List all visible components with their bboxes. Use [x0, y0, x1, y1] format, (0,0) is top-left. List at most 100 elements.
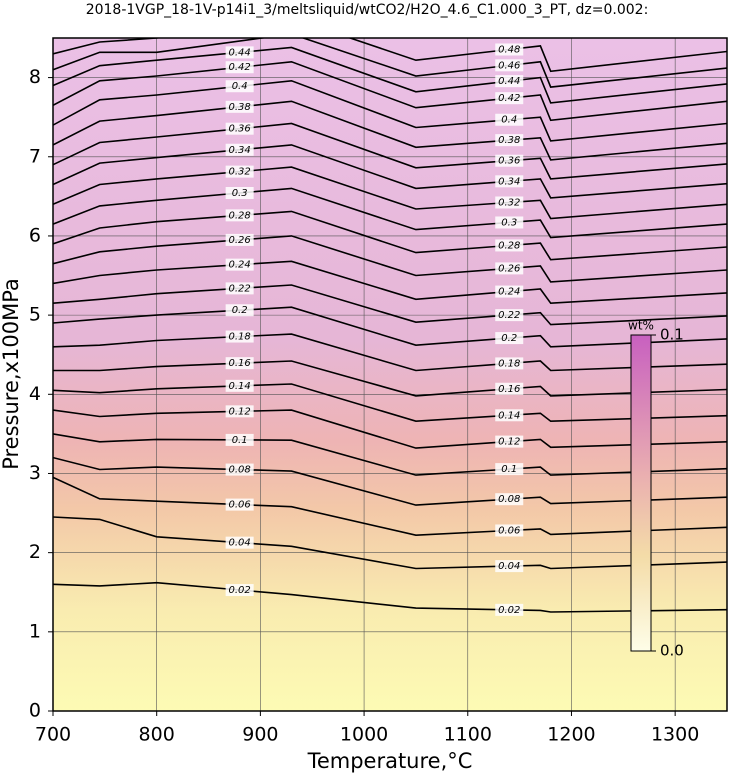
contour-label-text: 0.4	[501, 115, 517, 126]
contour-label-text: 0.02	[229, 585, 251, 596]
y-tick-label: 0	[29, 700, 41, 722]
contour-label: 0.36	[495, 154, 524, 167]
contour-label: 0.38	[225, 100, 254, 113]
contour-label: 0.06	[225, 498, 254, 511]
contour-label: 0.12	[495, 435, 524, 448]
y-tick-label: 5	[29, 304, 41, 326]
chart-title: 2018-1VGP_18-1V-p14i1_3/meltsliquid/wtCO…	[86, 2, 649, 18]
contour-label: 0.2	[495, 332, 524, 345]
contour-label-text: 0.44	[229, 47, 251, 58]
contour-label-text: 0.28	[498, 240, 520, 251]
contour-label-bg	[225, 61, 254, 74]
contour-label-text: 0.08	[498, 494, 520, 505]
y-tick-label: 4	[29, 383, 41, 405]
contour-label-text: 0.24	[229, 260, 251, 271]
contour-label-text: 0.06	[229, 500, 251, 511]
contour-label: 0.12	[225, 405, 254, 418]
contour-line	[53, 166, 727, 220]
contour-label-bg	[225, 498, 254, 511]
x-tick-label: 1000	[340, 724, 388, 746]
contour-label-text: 0.34	[229, 145, 251, 156]
y-tick-label: 1	[29, 620, 41, 642]
contour-label: 0.3	[495, 216, 524, 229]
x-tick-label: 1300	[651, 724, 699, 746]
contour-label-text: 0.48	[498, 44, 520, 55]
contour-label-text: 0.24	[498, 287, 520, 298]
x-tick-label: 900	[242, 724, 278, 746]
contour-line	[53, 260, 727, 305]
contour-label-bg	[495, 134, 524, 147]
contour-label-bg	[495, 382, 524, 395]
contour-label-bg	[225, 122, 254, 135]
contour-line	[53, 581, 727, 613]
contour-label-bg	[495, 560, 524, 573]
contour-label-bg	[225, 282, 254, 295]
contour-label: 0.28	[495, 239, 524, 252]
contour-label: 0.2	[225, 304, 254, 317]
contour-label-bg	[225, 258, 254, 271]
contour-label: 0.24	[495, 285, 524, 298]
contour-line	[53, 383, 727, 423]
contour-line	[53, 144, 727, 199]
contour-line	[53, 210, 727, 261]
contour-label: 0.34	[495, 175, 524, 188]
contour-label-bg	[495, 409, 524, 422]
contour-label-bg	[495, 285, 524, 298]
plot-background	[53, 38, 727, 711]
contour-label-bg	[225, 463, 254, 476]
contour-label-text: 0.32	[229, 167, 251, 178]
contour-label-bg	[495, 493, 524, 506]
contour-label: 0.42	[225, 61, 254, 74]
contour-label-bg	[225, 357, 254, 370]
contour-line	[53, 46, 727, 104]
contour-label: 0.1	[225, 433, 254, 446]
contour-label: 0.32	[495, 196, 524, 209]
contour-line	[53, 100, 727, 161]
contour-label-text: 0.36	[498, 156, 520, 167]
contour-label: 0.44	[225, 46, 254, 59]
contour-label: 0.3	[225, 187, 254, 200]
contour-label-bg	[495, 357, 524, 370]
x-axis-label: Temperature,°C	[307, 749, 473, 773]
x-tick-label: 1200	[547, 724, 595, 746]
y-tick-label: 2	[29, 541, 41, 563]
contour-label-text: 0.22	[498, 310, 520, 321]
contour-label-bg	[225, 304, 254, 317]
contour-line	[53, 306, 727, 348]
contour-label-text: 0.38	[229, 102, 251, 113]
contour-label-bg	[495, 43, 524, 56]
contour-label-text: 0.12	[498, 437, 520, 448]
contour-label: 0.16	[495, 382, 524, 395]
contour-label: 0.18	[495, 357, 524, 370]
contour-label: 0.28	[225, 209, 254, 222]
contour-label-bg	[225, 187, 254, 200]
contour-label-bg	[225, 405, 254, 418]
contour-label-bg	[225, 80, 254, 93]
contour-label-bg	[495, 463, 524, 476]
contour-label-bg	[225, 233, 254, 246]
y-tick-label: 3	[29, 462, 41, 484]
contour-label-bg	[495, 113, 524, 126]
contour-label-bg	[495, 75, 524, 88]
contour-label: 0.36	[225, 122, 254, 135]
contour-label-text: 0.38	[498, 135, 520, 146]
contour-label-bg	[225, 209, 254, 222]
contour-label-text: 0.2	[501, 333, 517, 344]
contour-label: 0.44	[495, 75, 524, 88]
contour-label-text: 0.34	[498, 176, 520, 187]
contour-label-text: 0.36	[229, 124, 251, 135]
contour-label-bg	[495, 524, 524, 537]
contour-line	[53, 456, 727, 506]
contour-line	[53, 476, 727, 537]
contour-label-bg	[495, 262, 524, 275]
contour-line	[53, 122, 727, 180]
contour-label-text: 0.1	[501, 464, 517, 475]
contour-label: 0.22	[225, 282, 254, 295]
contour-label-text: 0.16	[498, 384, 520, 395]
contour-label-bg	[225, 46, 254, 59]
contour-label-text: 0.46	[498, 60, 520, 71]
plot-frame	[52, 37, 728, 712]
contour-label: 0.18	[225, 330, 254, 343]
y-tick-label: 7	[29, 145, 41, 167]
